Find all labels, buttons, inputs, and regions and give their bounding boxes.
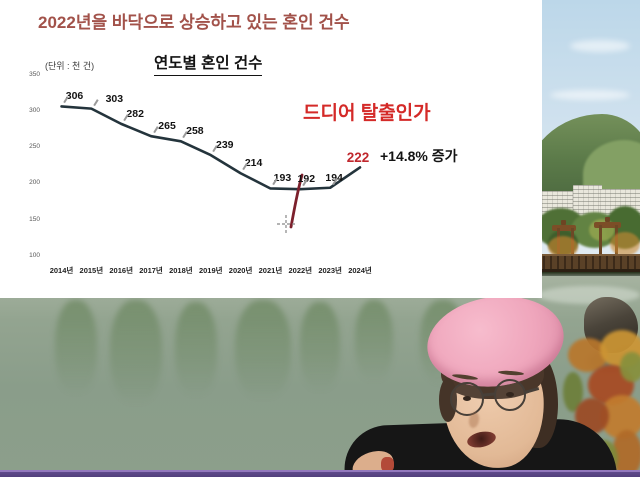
data-label: 239 — [215, 139, 234, 152]
y-tick-label: 350 — [29, 70, 40, 78]
escape-annotation: 드디어 탈출인가 — [303, 103, 431, 124]
autumn-foliage — [548, 236, 578, 258]
tree-reflection — [355, 300, 393, 382]
cloud — [570, 40, 630, 52]
x-tick-label: 2016년 — [109, 266, 133, 275]
autumn-bush — [563, 372, 583, 412]
data-label: 303 — [105, 92, 124, 105]
tree-reflection — [110, 300, 162, 405]
eye — [463, 396, 471, 401]
tree-reflection — [235, 300, 291, 400]
data-label: 193 — [273, 172, 292, 185]
bottom-purple-bar — [0, 470, 640, 477]
x-tick-label: 2018년 — [169, 266, 193, 275]
tree-reflection — [175, 302, 217, 397]
increase-label: +14.8% 증가 — [380, 148, 458, 164]
autumn-foliage — [610, 232, 640, 256]
x-tick-label: 2023년 — [318, 266, 342, 275]
tree-reflection — [55, 300, 97, 395]
y-tick-label: 100 — [29, 252, 40, 259]
y-tick-label: 300 — [29, 106, 40, 114]
chart-title: 연도별 혼인 건수 — [154, 51, 263, 76]
data-label: 265 — [158, 120, 176, 133]
x-tick-label: 2022년 — [288, 266, 313, 275]
data-label: 306 — [65, 90, 84, 103]
annotation-arrow — [289, 173, 304, 229]
lamp-post-cap — [594, 222, 621, 228]
x-tick-label: 2014년 — [49, 266, 74, 275]
lamp-post-cap — [552, 225, 576, 231]
x-tick-label: 2021년 — [258, 266, 283, 275]
data-label: 214 — [244, 157, 263, 170]
lamp-post — [599, 225, 602, 259]
data-label: 258 — [186, 125, 204, 138]
unit-label: (단위 : 천 건) — [45, 61, 95, 71]
slide-title: 2022년을 바닥으로 상승하고 있는 혼인 건수 — [38, 13, 350, 32]
data-label: 282 — [126, 107, 144, 120]
marriage-line — [60, 105, 362, 191]
data-label: 222 — [346, 150, 370, 166]
y-tick-label: 250 — [29, 143, 40, 151]
x-tick-label: 2020년 — [228, 266, 253, 275]
y-tick-label: 150 — [29, 215, 40, 223]
chart-slide: 2022년을 바닥으로 상승하고 있는 혼인 건수 연도별 혼인 건수 (단위 … — [0, 0, 542, 298]
lamp-post-finial — [605, 217, 610, 222]
cloud — [550, 90, 630, 100]
wooden-bridge — [536, 254, 640, 272]
hand-held-item — [381, 457, 394, 472]
x-tick-label: 2019년 — [198, 266, 223, 275]
lamp-post-finial — [561, 220, 566, 225]
tree-reflection — [300, 302, 340, 392]
eye — [506, 392, 514, 397]
y-tick-label: 200 — [29, 179, 40, 187]
data-label: 194 — [325, 171, 343, 184]
x-tick-label: 2015년 — [79, 266, 104, 275]
autumn-bush — [620, 352, 640, 382]
crosshair-cursor-icon — [277, 215, 295, 233]
x-tick-label: 2017년 — [139, 266, 163, 275]
x-tick-label: 2024년 — [348, 266, 372, 275]
line-chart — [60, 105, 362, 233]
data-label: 192 — [287, 173, 325, 185]
